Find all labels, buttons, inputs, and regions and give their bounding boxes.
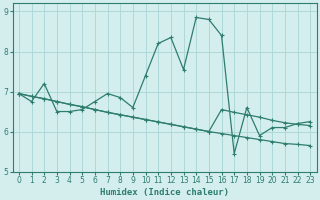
X-axis label: Humidex (Indice chaleur): Humidex (Indice chaleur) — [100, 188, 229, 197]
